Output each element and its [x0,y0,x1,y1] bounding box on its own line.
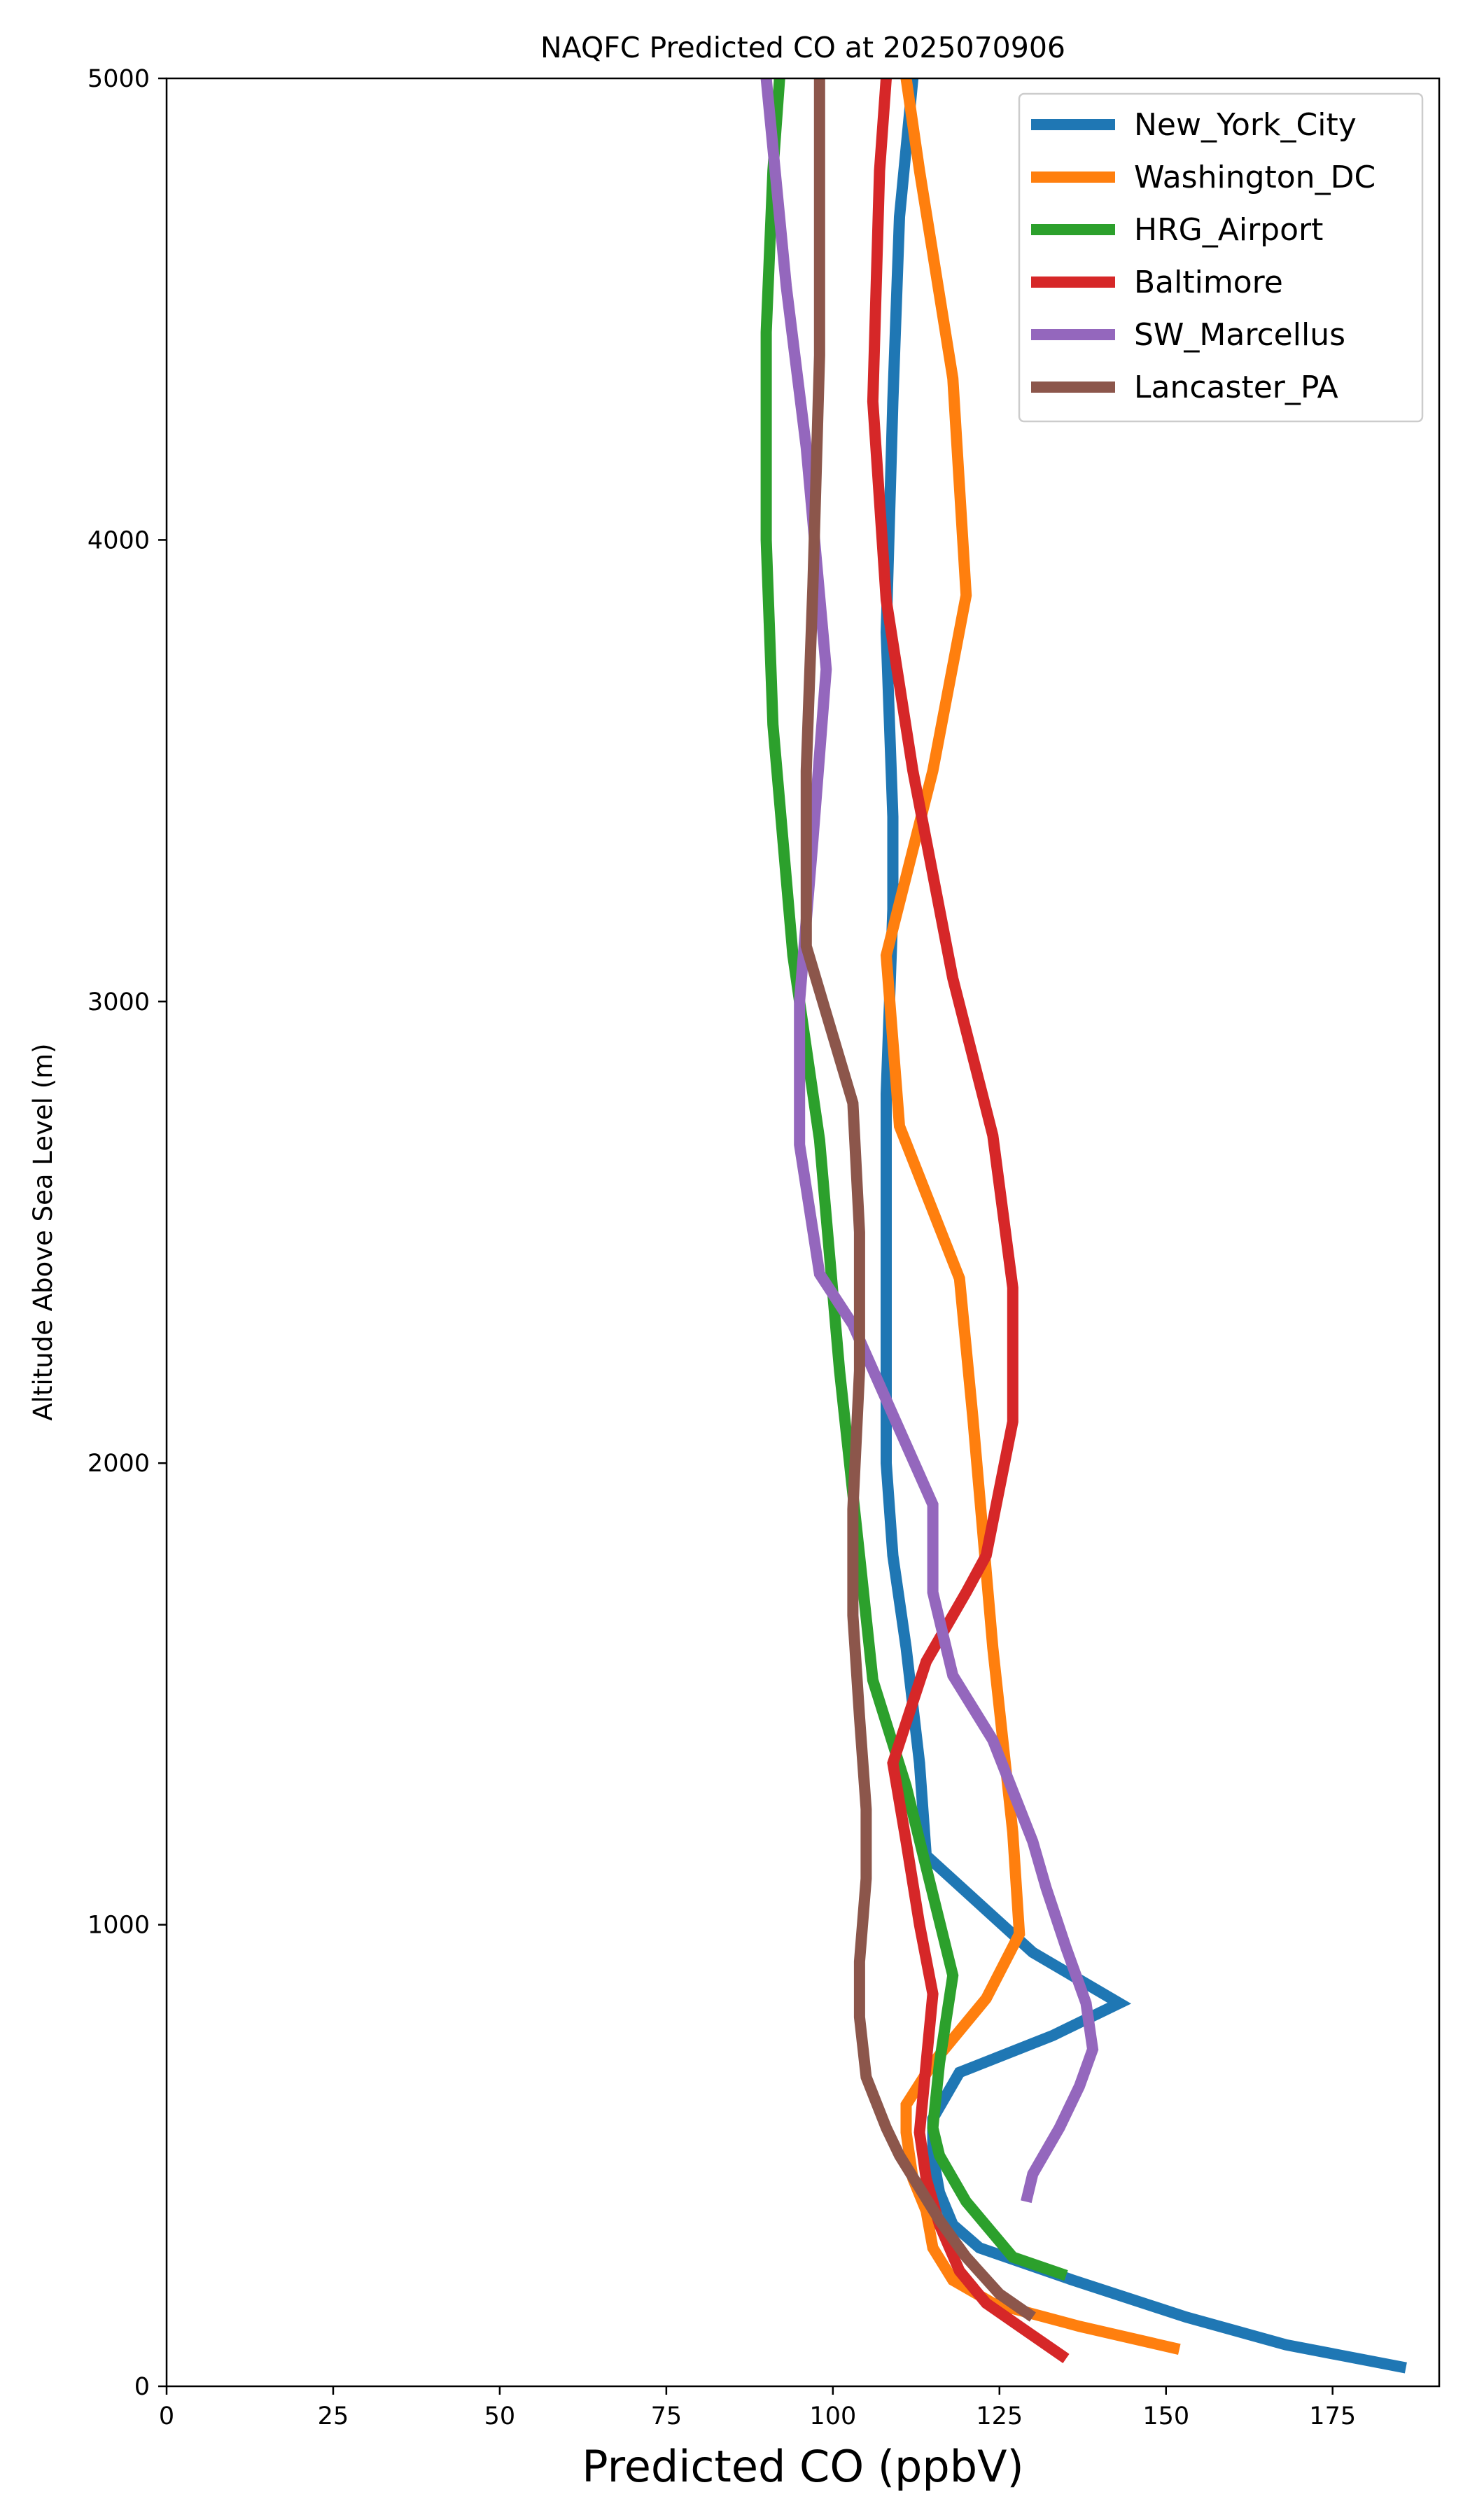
y-axis-label: Altitude Above Sea Level (m) [28,1043,58,1420]
chart-title: NAQFC Predicted CO at 2025070906 [540,31,1065,64]
y-axis-ticks: 0 1000 2000 3000 4000 5000 [88,65,167,2401]
x-tick-label: 50 [484,2402,516,2430]
y-tick-label: 1000 [88,1912,150,1940]
y-tick-label: 0 [134,2373,150,2401]
x-tick-label: 175 [1309,2402,1356,2430]
x-axis-label: Predicted CO (ppbV) [582,2441,1023,2492]
x-tick-label: 0 [159,2402,174,2430]
x-axis-ticks: 0 25 50 75 100 125 150 175 [159,2386,1356,2430]
x-tick-label: 75 [651,2402,682,2430]
legend-label-lancaster-pa: Lancaster_PA [1134,370,1338,405]
series-line-washington-dc [880,77,1181,2355]
x-tick-label: 125 [976,2402,1023,2430]
series-line-lancaster-pa [800,78,1036,2322]
legend-label-new-york-city: New_York_City [1134,107,1357,143]
legend: New_York_City Washington_DC HRG_Airport Bal… [1018,92,1424,423]
y-tick-label: 2000 [88,1450,150,1478]
x-tick-label: 100 [809,2402,856,2430]
y-tick-label: 5000 [88,65,150,93]
series-line-sw-marcellus [760,78,1099,2204]
y-tick-label: 3000 [88,988,150,1016]
legend-label-sw-marcellus: SW_Marcellus [1134,317,1345,353]
y-tick-label: 4000 [88,526,150,554]
x-tick-label: 150 [1142,2402,1189,2430]
legend-box [1018,92,1424,423]
legend-label-hrg-airport: HRG_Airport [1134,212,1323,248]
series-line-new-york-city [880,78,1407,2374]
plot-frame [165,77,1441,2388]
x-tick-label: 25 [318,2402,349,2430]
legend-label-baltimore: Baltimore [1134,265,1283,300]
series-line-hrg-airport [760,78,1068,2281]
legend-label-washington-dc: Washington_DC [1134,160,1376,195]
series-layer [760,77,1407,2374]
